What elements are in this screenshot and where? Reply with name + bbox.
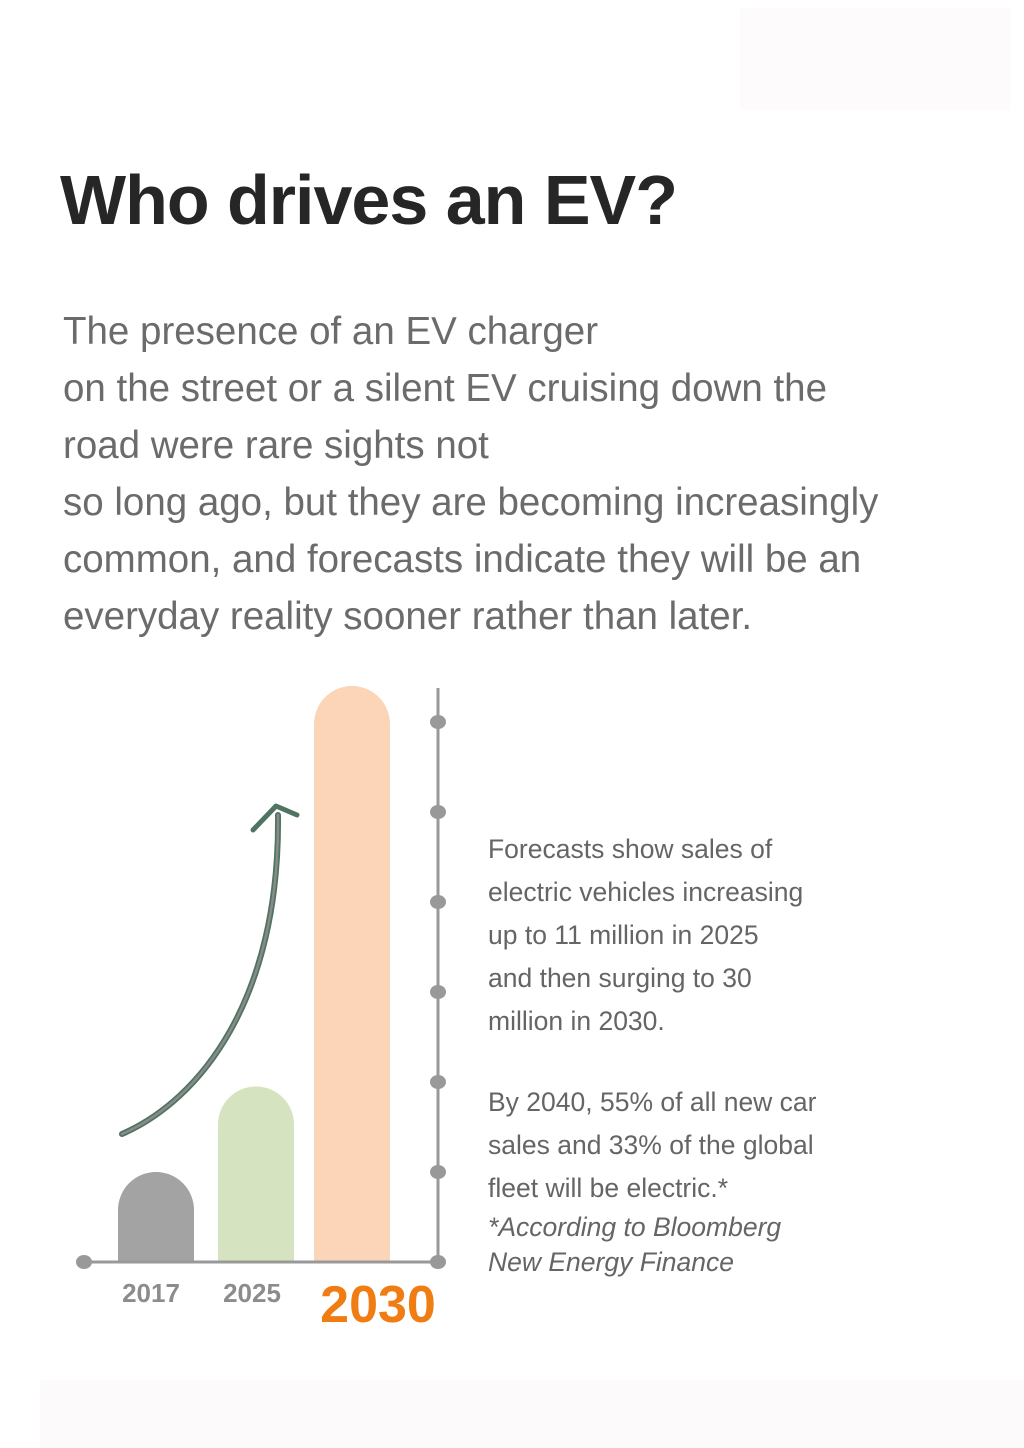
bar-2030	[314, 686, 390, 1262]
intro-line: common, and forecasts indicate they will…	[63, 538, 862, 581]
x-label-2025: 2025	[223, 1278, 281, 1308]
source-note: *According to Bloomberg	[488, 1212, 782, 1242]
forecast-line: million in 2030.	[488, 1006, 665, 1036]
y-tick-dot	[430, 715, 446, 729]
bar-2017	[118, 1172, 194, 1262]
intro-line: on the street or a silent EV cruising do…	[63, 367, 828, 410]
background-band	[40, 1380, 1024, 1448]
background-patch	[740, 8, 1010, 110]
axis-origin-dot	[76, 1255, 92, 1269]
intro-paragraph: The presence of an EV charger on the str…	[63, 303, 878, 645]
forecast-line: Forecasts show sales of	[488, 834, 773, 864]
y-tick-dot	[430, 1255, 446, 1269]
forecast-text: Forecasts show sales of electric vehicle…	[488, 828, 817, 1280]
intro-line: The presence of an EV charger	[63, 310, 599, 353]
x-label-2017: 2017	[122, 1278, 180, 1308]
intro-line: everyday reality sooner rather than late…	[63, 595, 753, 638]
intro-line: road were rare sights not	[63, 424, 489, 467]
x-label-2030: 2030	[320, 1276, 436, 1334]
y-tick-dot	[430, 985, 446, 999]
forecast-line: up to 11 million in 2025	[488, 920, 759, 950]
y-tick-dot	[430, 1075, 446, 1089]
page-title: Who drives an EV?	[60, 161, 678, 239]
bar-2025	[218, 1086, 294, 1262]
trend-arrow-inner	[120, 813, 280, 1136]
forecast-line: electric vehicles increasing	[488, 877, 804, 907]
stat-line: fleet will be electric.*	[488, 1173, 729, 1203]
stat-line: By 2040, 55% of all new car	[488, 1087, 817, 1117]
stat-line: sales and 33% of the global	[488, 1130, 814, 1160]
intro-line: so long ago, but they are becoming incre…	[63, 481, 879, 524]
y-tick-dot	[430, 1165, 446, 1179]
y-tick-dot	[430, 805, 446, 819]
y-tick-dot	[430, 895, 446, 909]
source-note: New Energy Finance	[488, 1247, 734, 1277]
forecast-line: and then surging to 30	[488, 963, 752, 993]
trend-arrowhead-icon	[250, 803, 300, 833]
